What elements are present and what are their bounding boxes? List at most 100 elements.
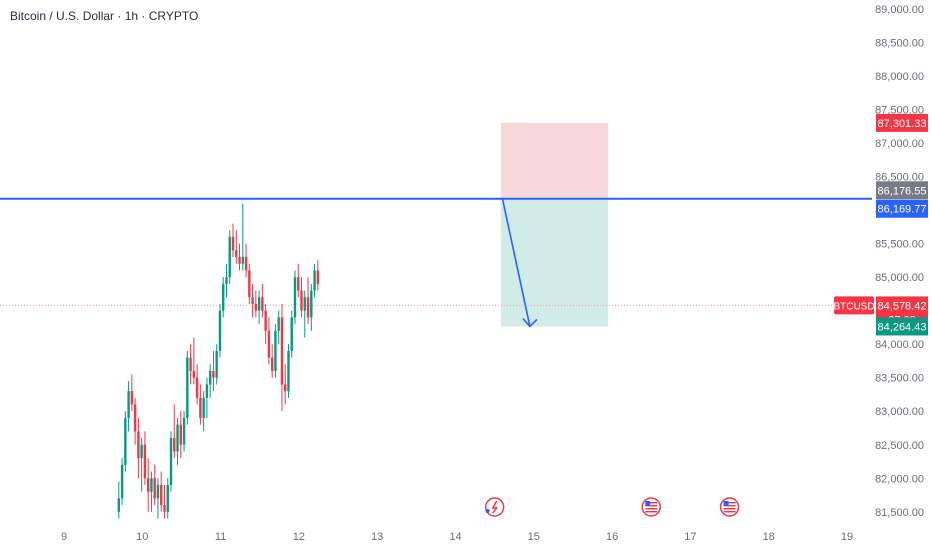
candle-body [208, 371, 212, 385]
candle-body [215, 350, 218, 378]
candle-body [186, 357, 189, 418]
y-axis-tick-label: 86,500.00 [875, 172, 924, 184]
candle-body [160, 484, 163, 506]
earnings-bolt-icon[interactable] [484, 497, 505, 517]
candle-body [195, 377, 199, 398]
candle-body [241, 257, 244, 264]
candle-body [153, 478, 156, 499]
candle-body [202, 397, 205, 418]
candle-body [244, 257, 248, 271]
candle-body [199, 397, 202, 418]
candle-body [238, 257, 241, 264]
x-axis-tick-label: 18 [763, 531, 775, 543]
y-axis-tick-label: 87,500.00 [875, 105, 924, 117]
candle-body [264, 310, 267, 331]
y-axis-tick-label: 83,000.00 [875, 406, 924, 418]
flag-canton [723, 501, 729, 506]
candle-body [212, 371, 215, 378]
x-axis-tick-label: 10 [136, 531, 148, 543]
candle-body [143, 444, 147, 479]
candle-body [231, 236, 235, 251]
flag-stripe [723, 505, 736, 507]
candle-body [261, 297, 264, 311]
candle-body [274, 330, 277, 372]
flag-stripe [723, 508, 736, 510]
candle-body [146, 478, 150, 492]
candle-body [156, 484, 160, 499]
candle-body [303, 297, 306, 311]
gray-price-badge [876, 181, 928, 200]
candle-body [287, 350, 290, 392]
us-flag-icon[interactable] [641, 497, 661, 517]
symbol-tag-badge [834, 296, 874, 315]
target-price-badge [876, 317, 928, 336]
gray-price-label: 86,176.55 [878, 185, 927, 197]
stop-price-label: 87,301.33 [878, 118, 927, 130]
candle-body [218, 310, 222, 351]
candle-body [306, 297, 310, 318]
x-axis-tick-label: 16 [606, 531, 618, 543]
candle-body [235, 250, 238, 258]
candle-body [293, 277, 297, 318]
y-axis-tick-label: 84,000.00 [875, 339, 924, 351]
y-axis-tick-label: 89,000.00 [875, 4, 924, 16]
take-profit-zone[interactable] [500, 198, 609, 327]
level-price-label: 86,169.77 [878, 204, 927, 216]
candle-body [176, 424, 179, 452]
level-price-badge [876, 199, 928, 218]
y-axis-tick-label: 82,500.00 [875, 440, 924, 452]
candle-body [290, 317, 293, 351]
bolt-glyph [491, 500, 499, 514]
symbol-tag-label: BTCUSD [833, 301, 874, 312]
candle-body [254, 303, 258, 311]
candle-body [257, 297, 261, 311]
flag-stripe [645, 508, 658, 510]
y-axis-tick-label: 82,000.00 [875, 473, 924, 485]
down-arrow-shaft[interactable] [501, 198, 531, 327]
candle-body [189, 357, 192, 372]
x-axis-tick-label: 9 [61, 531, 67, 543]
y-axis-tick-label: 88,500.00 [875, 38, 924, 50]
y-axis-tick-label: 83,500.00 [875, 373, 924, 385]
us-flag-icon[interactable] [719, 497, 740, 517]
y-axis-tick-label: 81,500.00 [875, 507, 924, 519]
candle-body [251, 297, 254, 304]
y-axis-tick-label: 85,000.00 [875, 272, 924, 284]
stop-loss-zone[interactable] [500, 122, 609, 199]
candle-body [117, 498, 121, 512]
y-axis-tick-label: 88,000.00 [875, 71, 924, 83]
flag-stripe [645, 511, 658, 513]
candle-body [127, 391, 130, 418]
flag-stripe [645, 502, 658, 504]
x-axis-tick-label: 17 [684, 531, 696, 543]
x-axis-tick-label: 11 [215, 531, 226, 543]
candle-body [267, 330, 271, 358]
candle-body [173, 438, 176, 452]
x-axis-tick-label: 14 [449, 531, 461, 543]
candle-body [166, 484, 169, 512]
down-arrow-head[interactable] [522, 317, 538, 328]
candle-body [133, 404, 137, 432]
x-axis-tick-label: 12 [293, 531, 305, 543]
candle-body [310, 290, 313, 318]
candle-body [192, 371, 196, 378]
candle-body [140, 444, 143, 459]
bolt-sparkle [485, 509, 490, 513]
flag-stripe [645, 505, 658, 507]
y-axis-tick-label: 85,500.00 [875, 239, 924, 251]
x-axis-tick-label: 13 [371, 531, 383, 543]
candle-body [222, 283, 225, 311]
candle-body [120, 464, 124, 499]
stop-price-badge [876, 113, 928, 132]
candle-body [270, 357, 274, 372]
symbol-title: Bitcoin / U.S. Dollar · 1h · CRYPTO [10, 9, 199, 23]
candle-body [248, 270, 251, 298]
y-axis-tick-label: 87,000.00 [875, 138, 924, 150]
candle-body [297, 277, 300, 291]
candle-body [179, 424, 183, 445]
x-axis-tick-label: 19 [841, 531, 853, 543]
flag-canton [645, 501, 651, 506]
candle-body [228, 236, 231, 278]
candle-body [163, 505, 166, 512]
